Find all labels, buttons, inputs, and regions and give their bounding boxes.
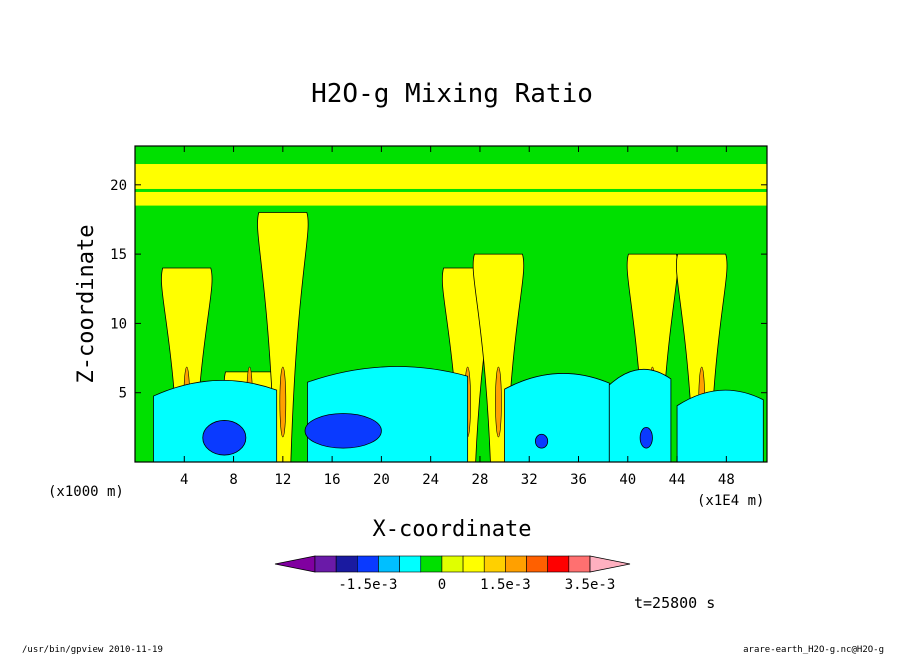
x-tick-label: 40 <box>619 472 636 488</box>
footer-right: arare-earth_H2O-g.nc@H2O-g <box>743 645 884 654</box>
y-tick-label: 20 <box>110 178 127 194</box>
plume-5 <box>626 253 679 462</box>
colorbar-cell <box>568 555 591 573</box>
colorbar-cell <box>314 555 337 573</box>
y-tick-label: 10 <box>110 316 127 332</box>
colorbar-cell <box>483 555 506 573</box>
x-axis-ticks: 4 8 12 16 20 24 28 32 36 40 44 48 <box>180 146 735 488</box>
footer-left: /usr/bin/gpview 2010-11-19 <box>22 645 163 654</box>
colorbar-cell <box>462 555 485 573</box>
plume-2 <box>257 212 309 462</box>
y-tick-label: 15 <box>110 247 127 263</box>
y-tick-label: 5 <box>119 386 127 402</box>
cyan-region-0 <box>153 380 278 462</box>
plume-core-2 <box>279 366 287 438</box>
colorbar-label: 1.5e-3 <box>480 577 531 593</box>
colorbar-cell <box>420 555 443 573</box>
colorbar-arrow-high <box>589 555 631 573</box>
x-tick-label: 24 <box>422 472 439 488</box>
field-band-streak <box>135 188 767 192</box>
plot-frame <box>134 145 768 463</box>
blue-region-1 <box>304 413 382 449</box>
x-tick-label: 12 <box>274 472 291 488</box>
cyan-region-4 <box>676 389 764 462</box>
y-axis-ticks: 5 10 15 20 <box>110 178 767 402</box>
colorbar-cell <box>399 555 422 573</box>
x-tick-label: 8 <box>229 472 237 488</box>
cyan-region-3 <box>608 368 672 462</box>
time-label: t=25800 s <box>634 594 715 612</box>
y-axis-label: Z-coordinate <box>74 225 99 384</box>
x-tick-label: 28 <box>472 472 489 488</box>
blue-region-2 <box>534 433 549 449</box>
plot-area <box>135 146 767 462</box>
x-tick-label: 4 <box>180 472 188 488</box>
colorbar-cell <box>335 555 358 573</box>
field-upper-band <box>135 164 767 206</box>
colorbar-cell <box>378 555 400 573</box>
cyan-region-2 <box>504 373 610 462</box>
x-unit-right: (x1E4 m) <box>697 493 764 509</box>
x-tick-label: 16 <box>324 472 341 488</box>
plume-0 <box>161 267 213 462</box>
x-tick-label: 32 <box>521 472 538 488</box>
x-tick-label: 44 <box>669 472 686 488</box>
blue-region-3 <box>639 426 653 449</box>
x-unit-left: (x1000 m) <box>48 484 124 500</box>
chart-title: H2O-g Mixing Ratio <box>311 79 593 109</box>
colorbar-cell <box>357 555 379 573</box>
colorbar-cell <box>505 555 527 573</box>
plume-6 <box>676 253 728 462</box>
colorbar-label: 0 <box>438 577 446 593</box>
colorbar-label: -1.5e-3 <box>338 577 397 593</box>
x-tick-label: 20 <box>373 472 390 488</box>
plume-core-4 <box>495 366 502 438</box>
x-tick-label: 48 <box>718 472 735 488</box>
colorbar-cell <box>526 555 548 573</box>
blue-region-0 <box>202 420 247 456</box>
x-tick-label: 36 <box>570 472 587 488</box>
colorbar <box>274 555 631 573</box>
plume-4 <box>472 253 525 462</box>
colorbar-arrow-low <box>274 555 316 573</box>
colorbar-labels: -1.5e-3 0 1.5e-3 3.5e-3 <box>338 577 615 593</box>
colorbar-cell <box>547 555 570 573</box>
colorbar-label: 3.5e-3 <box>565 577 616 593</box>
colorbar-cell <box>441 555 464 573</box>
x-axis-label: X-coordinate <box>373 517 532 542</box>
